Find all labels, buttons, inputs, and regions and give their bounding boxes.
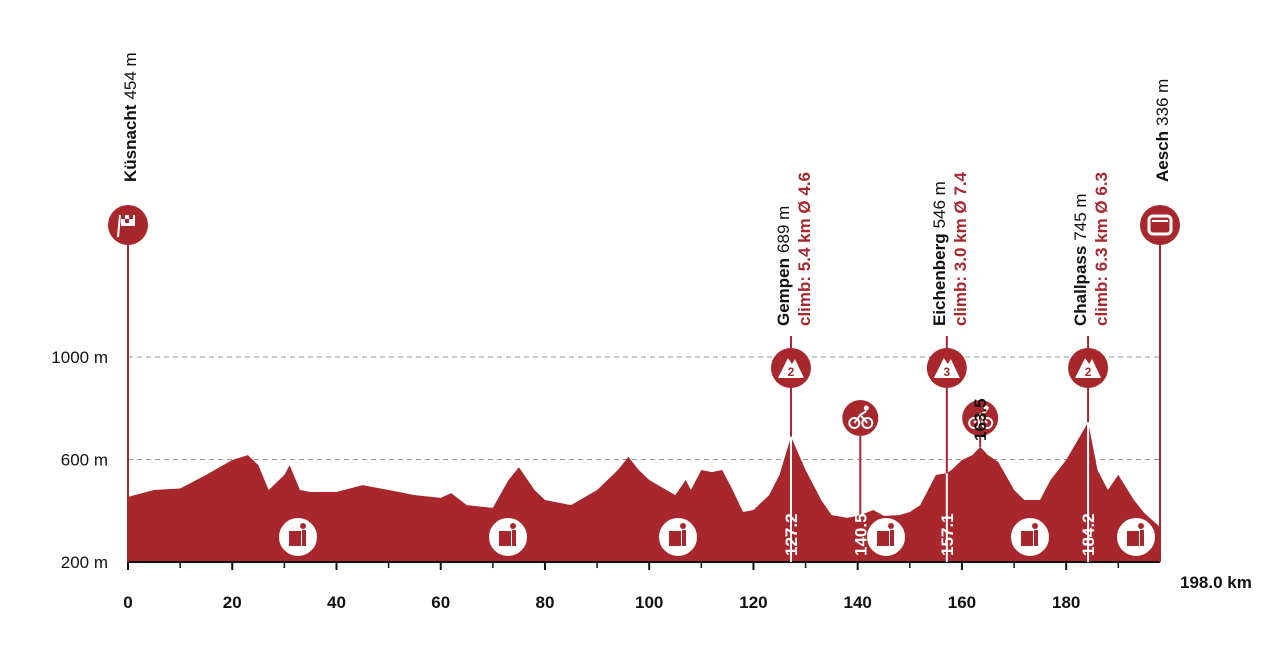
feed-zone-icon (1009, 516, 1051, 558)
rider-head (863, 405, 869, 411)
y-tick-label: 200 m (61, 553, 108, 572)
rider-head (983, 405, 989, 411)
sprint-marker (842, 400, 879, 436)
sprint-marker (962, 400, 999, 436)
mountain-icon (1075, 358, 1102, 378)
flag-pole (117, 214, 121, 238)
feed-zone-icon (657, 516, 699, 558)
climb-category: 2 (1085, 365, 1092, 379)
climb-category: 2 (788, 365, 795, 379)
flag-check (121, 215, 125, 219)
sprint-km: 140.5 (851, 513, 870, 556)
finish-marker (1140, 205, 1180, 245)
y-tick-label: 1000 m (51, 348, 108, 367)
mountain-icon (777, 358, 804, 378)
start-marker-label: Küsnacht 454 m (121, 52, 140, 182)
label-part: Aesch (1153, 131, 1172, 182)
flag-check (125, 219, 129, 223)
climb-detail: climb: 6.3 km Ø 6.3 (1092, 172, 1111, 326)
label-part: Gempen (774, 258, 793, 326)
label-part: climb: 6.3 km Ø 6.3 (1092, 172, 1111, 326)
marker-circle (1140, 205, 1180, 245)
finish-marker-label: Aesch 336 m (1153, 79, 1172, 182)
label-part: Challpass (1071, 246, 1090, 326)
x-tick-label: 20 (223, 593, 242, 612)
climb-detail: climb: 3.0 km Ø 7.4 (951, 171, 970, 326)
climb-marker: 2 (1068, 348, 1109, 388)
x-tick-label: 40 (327, 593, 346, 612)
label-part: Eichenberg (930, 233, 949, 326)
wheel (968, 417, 981, 429)
label-part: 689 m (774, 206, 793, 253)
x-tick-label: 0 (123, 593, 132, 612)
label-part: 454 m (121, 52, 140, 99)
climb-km: 127.2 (782, 513, 801, 556)
wheel (848, 417, 861, 429)
marker-circle (842, 400, 879, 436)
flag-check (129, 215, 133, 219)
finish-icon (1147, 214, 1173, 236)
x-tick-label: 160 (948, 593, 976, 612)
climb-detail: climb: 5.4 km Ø 4.6 (795, 172, 814, 326)
x-tick-label: 120 (739, 593, 767, 612)
x-tick-label: 140 (844, 593, 872, 612)
wheel (981, 417, 994, 429)
climb-label: Eichenberg 546 m (930, 181, 949, 326)
feed-zone-icon (1115, 516, 1157, 558)
climb-label: Challpass 745 m (1071, 193, 1090, 326)
feed-zone-icon (865, 516, 907, 558)
climb-km: 184.2 (1079, 513, 1098, 556)
climb-km: 157.1 (938, 513, 957, 556)
label-part: 745 m (1071, 193, 1090, 240)
rider (973, 410, 988, 424)
x-tick-label: 80 (536, 593, 555, 612)
mountain-icon (933, 358, 960, 378)
start-marker (108, 205, 148, 245)
feed-zones (277, 516, 1157, 558)
label-part: Küsnacht (121, 104, 140, 182)
climb-label: Gempen 689 m (774, 206, 793, 326)
sprint-km: 163.5 (971, 398, 990, 441)
rider (853, 410, 869, 424)
label-part: 546 m (930, 181, 949, 228)
x-tick-label: 180 (1052, 593, 1080, 612)
label-part: 336 m (1153, 79, 1172, 126)
climb-marker: 3 (926, 348, 967, 388)
x-tick-label: 60 (431, 593, 450, 612)
feed-zone-icon (277, 516, 319, 558)
label-part: climb: 5.4 km Ø 4.6 (795, 172, 814, 326)
x-tick-label: 100 (635, 593, 663, 612)
label-part: climb: 3.0 km Ø 7.4 (951, 171, 970, 326)
feed-zone-icon (487, 516, 529, 558)
wheel (861, 417, 874, 429)
climb-marker: 2 (770, 348, 811, 388)
x-end-label: 198.0 km (1180, 573, 1252, 592)
y-tick-label: 600 m (61, 451, 108, 470)
climb-category: 3 (943, 365, 950, 379)
